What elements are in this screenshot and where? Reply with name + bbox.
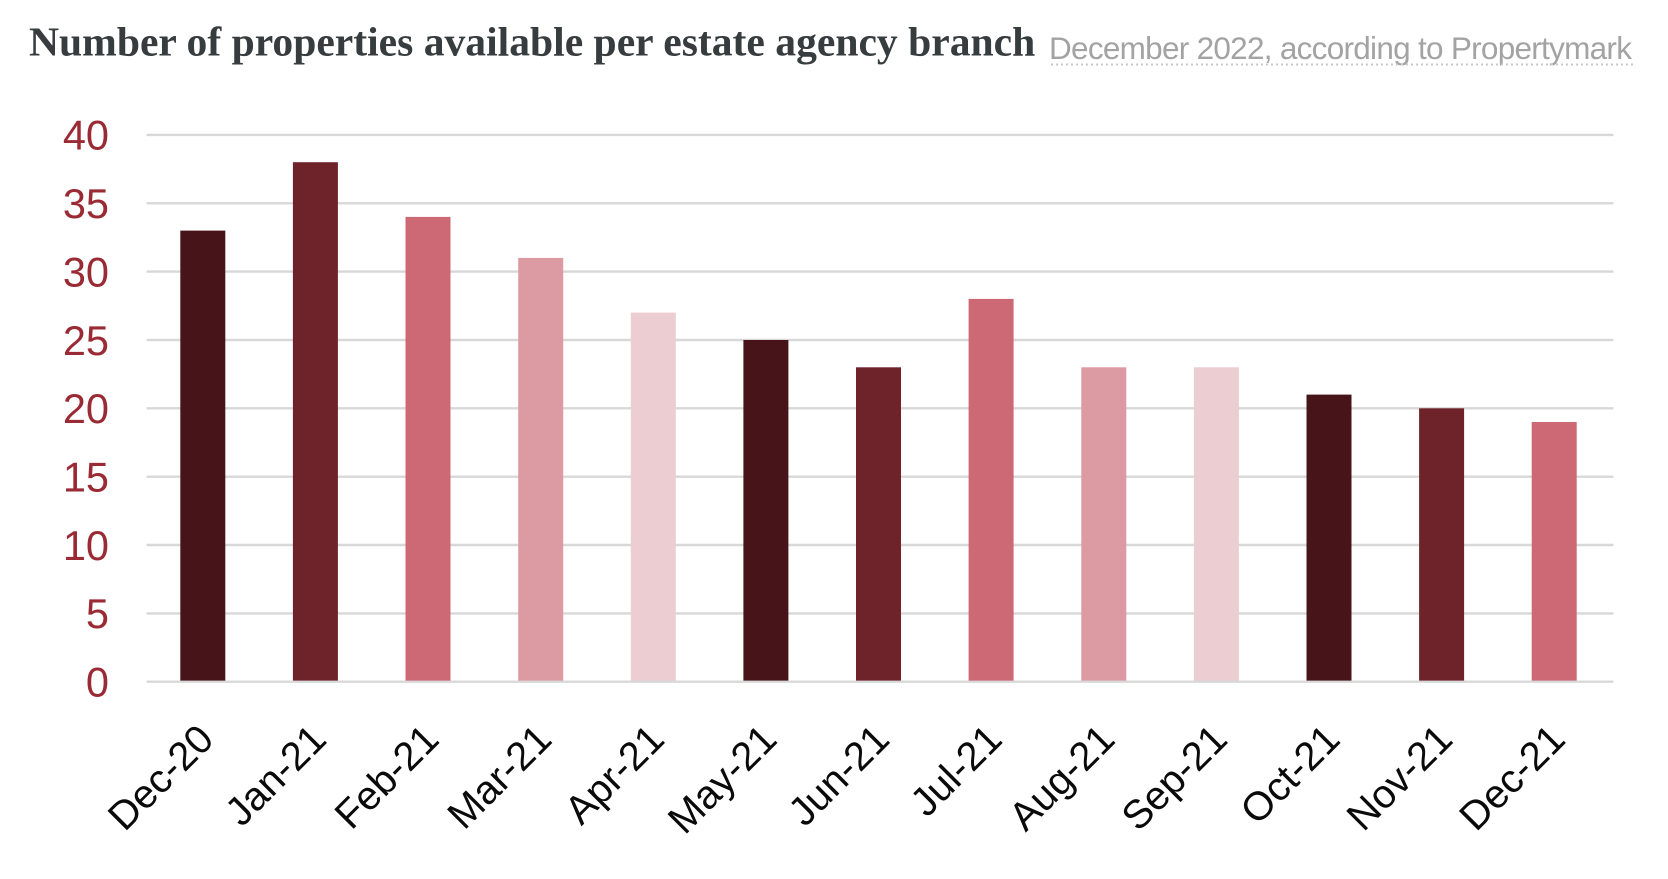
svg-text:5: 5 — [86, 590, 109, 637]
svg-text:Number of properties available: Number of properties available per estat… — [29, 19, 1035, 65]
svg-text:0: 0 — [86, 659, 109, 706]
svg-text:35: 35 — [63, 180, 109, 227]
svg-text:10: 10 — [63, 522, 109, 569]
svg-text:30: 30 — [63, 248, 109, 295]
svg-text:40: 40 — [63, 112, 109, 159]
svg-text:25: 25 — [63, 317, 109, 364]
svg-text:15: 15 — [63, 454, 109, 501]
svg-text:December 2022, according to Pr: December 2022, according to Propertymark — [1049, 30, 1632, 66]
svg-text:20: 20 — [63, 385, 109, 432]
